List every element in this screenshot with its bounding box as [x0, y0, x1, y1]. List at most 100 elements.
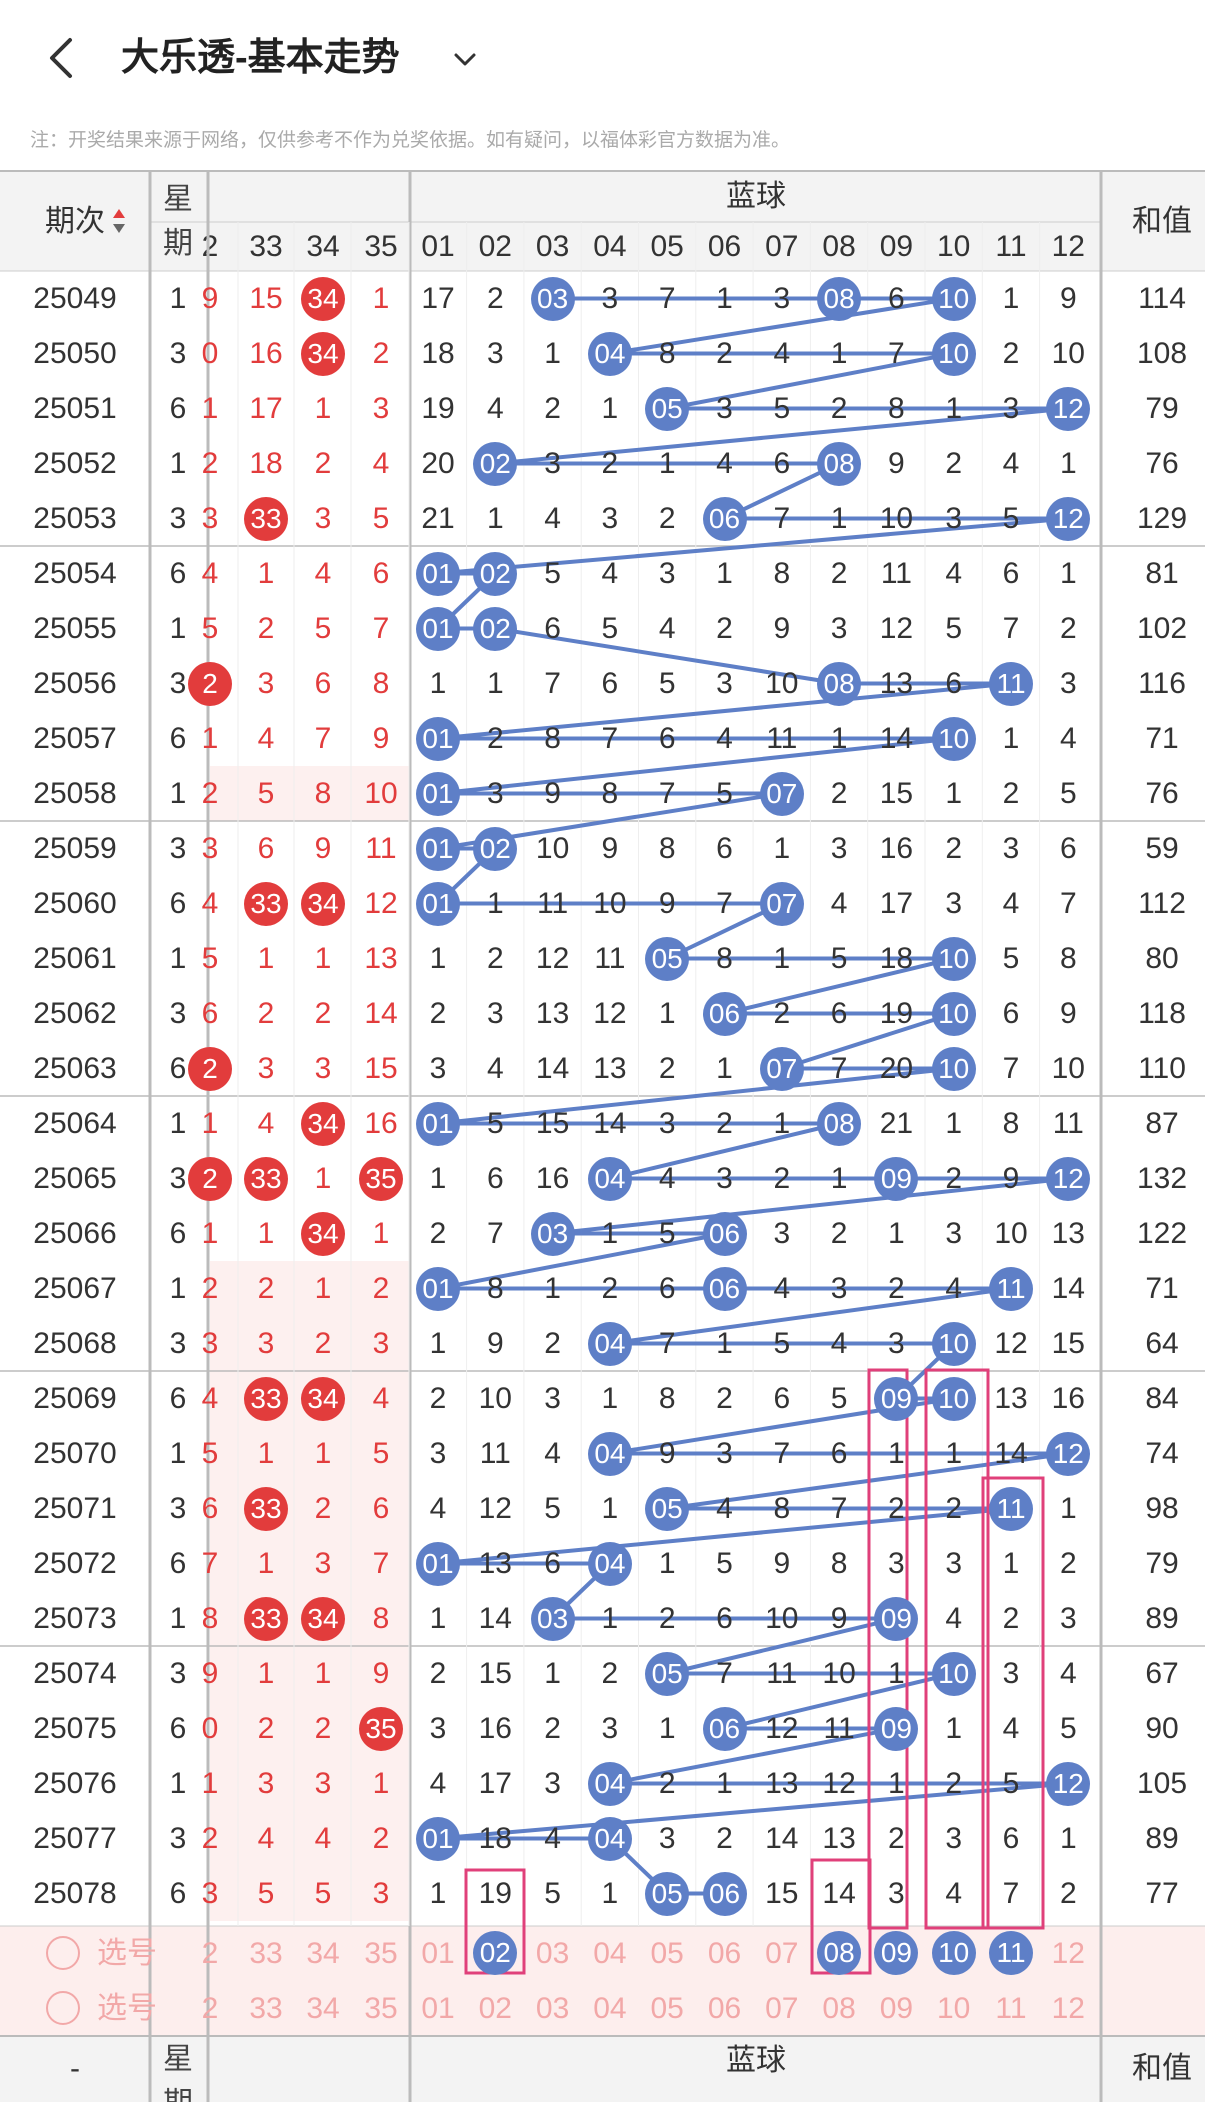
select-blue-option[interactable]: 04 — [593, 1937, 627, 1970]
blue-miss-cell: 6 — [773, 1382, 791, 1415]
red-col-header: 34 — [306, 230, 340, 263]
select-blue-option[interactable]: 03 — [535, 1937, 570, 1970]
blue-miss-cell: 16 — [879, 832, 914, 865]
radio-circle-icon[interactable] — [46, 1991, 80, 2025]
red-ball: 35 — [359, 1156, 403, 1201]
blue-miss-cell: 21 — [879, 1107, 914, 1140]
select-red-option[interactable]: 2 — [201, 1937, 219, 1970]
trend-connector — [437, 1781, 1069, 1841]
col-header-week: 星期 — [163, 183, 193, 260]
sum-cell: 110 — [1138, 1052, 1186, 1085]
select-red-option[interactable]: 35 — [364, 1937, 398, 1970]
blue-miss-cell: 2 — [486, 722, 504, 755]
select-blue-option[interactable]: 12 — [1051, 1992, 1085, 2025]
col-header-period[interactable]: 期次 — [45, 205, 105, 238]
select-red-option[interactable]: 33 — [249, 1992, 283, 2025]
weekday-cell: 1 — [169, 942, 187, 975]
select-blue-option[interactable]: 01 — [421, 1937, 455, 1970]
sum-cell: 89 — [1145, 1822, 1179, 1855]
red-miss-cell: 1 — [201, 1767, 219, 1800]
blue-miss-cell: 2 — [544, 1712, 561, 1745]
blue-ball: 10 — [931, 276, 976, 321]
red-miss-cell: 5 — [372, 502, 390, 535]
period-cell: 25059 — [33, 832, 117, 865]
red-miss-cell: 6 — [257, 832, 275, 865]
blue-miss-cell: 1 — [716, 557, 733, 590]
page-title[interactable]: 大乐透-基本走势 — [121, 37, 400, 79]
weekday-cell: 3 — [169, 997, 187, 1030]
blue-miss-cell: 13 — [822, 1822, 856, 1855]
select-blue-option[interactable]: 11 — [995, 1992, 1027, 2025]
select-red-option[interactable]: 33 — [249, 1937, 283, 1970]
blue-miss-cell: 3 — [716, 1437, 733, 1470]
blue-miss-cell: 1 — [1059, 1822, 1077, 1855]
select-blue-option[interactable]: 02 — [478, 1992, 512, 2025]
select-blue-option[interactable]: 07 — [765, 1992, 799, 2025]
blue-miss-cell: 16 — [478, 1712, 512, 1745]
blue-miss-cell: 4 — [544, 1437, 561, 1470]
red-miss-cell: 5 — [372, 1437, 390, 1470]
select-blue-option[interactable]: 05 — [650, 1992, 684, 2025]
blue-miss-cell: 14 — [765, 1822, 799, 1855]
blue-miss-cell: 14 — [994, 1437, 1028, 1470]
blue-miss-cell: 21 — [421, 502, 455, 535]
blue-miss-cell: 3 — [830, 1272, 848, 1305]
blue-miss-cell: 4 — [601, 557, 619, 590]
red-miss-cell: 9 — [201, 1657, 219, 1690]
select-red-option[interactable]: 2 — [201, 1992, 219, 2025]
red-miss-cell: 6 — [314, 667, 332, 700]
red-miss-cell: 4 — [314, 1822, 332, 1855]
select-red-option[interactable]: 34 — [306, 1992, 340, 2025]
blue-miss-cell: 2 — [773, 997, 791, 1030]
blue-miss-cell: 9 — [658, 1437, 676, 1470]
red-col-stripe — [210, 766, 410, 821]
red-miss-cell: 2 — [201, 1822, 219, 1855]
trend-connector — [609, 1286, 1012, 1346]
select-red-option[interactable]: 35 — [364, 1992, 398, 2025]
pattern-highlight-box — [867, 1368, 909, 1930]
select-blue-option[interactable]: 12 — [1051, 1937, 1085, 1970]
red-miss-cell: 3 — [314, 1547, 332, 1580]
select-blue-option[interactable]: 05 — [650, 1937, 684, 1970]
select-blue-option[interactable]: 10 — [937, 1992, 971, 2025]
blue-ball: 08 — [817, 1101, 862, 1146]
blue-miss-cell: 14 — [879, 722, 914, 755]
red-miss-cell: 4 — [201, 557, 219, 590]
blue-miss-cell: 8 — [773, 557, 791, 590]
back-arrow-icon[interactable] — [40, 28, 86, 88]
select-number-label[interactable]: 选号 — [97, 1992, 157, 2025]
select-blue-option[interactable]: 03 — [535, 1992, 570, 2025]
red-miss-cell: 3 — [372, 392, 390, 425]
chevron-down-icon[interactable] — [448, 42, 482, 76]
blue-miss-cell: 3 — [716, 392, 733, 425]
blue-miss-cell: 9 — [888, 447, 905, 480]
blue-col-header: 09 — [879, 230, 914, 263]
select-blue-option[interactable]: 09 — [879, 1992, 914, 2025]
blue-miss-cell: 19 — [879, 997, 914, 1030]
blue-miss-cell: 4 — [716, 447, 733, 480]
trend-connector — [495, 406, 1069, 466]
weekday-cell: 3 — [169, 832, 187, 865]
select-blue-option[interactable]: 01 — [421, 1992, 455, 2025]
blue-ball: 04 — [587, 1541, 632, 1586]
select-blue-option[interactable]: 07 — [765, 1937, 799, 1970]
select-number-label[interactable]: 选号 — [97, 1937, 157, 1970]
select-blue-option[interactable]: 08 — [822, 1992, 856, 2025]
select-red-option[interactable]: 34 — [306, 1937, 340, 1970]
radio-circle-icon[interactable] — [46, 1936, 80, 1970]
select-blue-option[interactable]: 04 — [593, 1992, 627, 2025]
blue-miss-cell: 1 — [429, 667, 447, 700]
select-blue-option[interactable]: 06 — [707, 1992, 742, 2025]
sort-arrows-icon[interactable] — [112, 207, 126, 237]
blue-miss-cell: 1 — [945, 392, 963, 425]
blue-ball: 09 — [874, 1376, 919, 1421]
blue-miss-cell: 5 — [773, 1327, 791, 1360]
blue-miss-cell: 1 — [544, 1657, 561, 1690]
blue-miss-cell: 6 — [945, 667, 963, 700]
blue-miss-cell: 15 — [1051, 1327, 1085, 1360]
select-blue-option[interactable]: 06 — [707, 1937, 742, 1970]
blue-miss-cell: 10 — [765, 1602, 799, 1635]
blue-miss-cell: 2 — [945, 1162, 963, 1195]
blue-miss-cell: 3 — [888, 1877, 905, 1910]
red-ball: 33 — [244, 1486, 288, 1531]
